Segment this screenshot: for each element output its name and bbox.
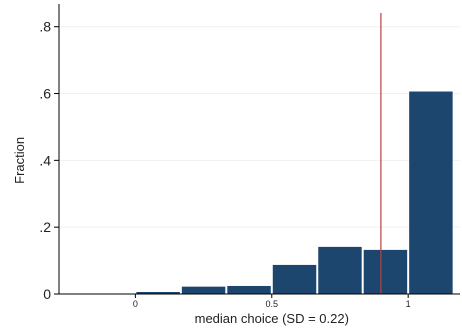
grid-lines bbox=[59, 26, 460, 228]
bar-1 bbox=[181, 286, 226, 294]
y-tick-label-2: .4 bbox=[39, 152, 51, 168]
x-tick-label-0: 0 bbox=[133, 299, 138, 309]
bar-group bbox=[136, 91, 453, 294]
x-tick-label-2: 1 bbox=[406, 299, 411, 309]
x-tick-label-1: 0.5 bbox=[266, 299, 279, 309]
y-tick-label-3: .6 bbox=[39, 86, 51, 102]
bar-2 bbox=[227, 285, 271, 294]
y-tick-label-1: .2 bbox=[39, 219, 51, 235]
axes bbox=[58, 4, 460, 295]
bar-4 bbox=[318, 246, 362, 294]
y-tick-label-4: .8 bbox=[39, 19, 51, 35]
bar-6 bbox=[409, 91, 453, 294]
x-ticks: 0 0.5 1 bbox=[133, 294, 411, 309]
bar-0 bbox=[136, 291, 180, 294]
bar-3 bbox=[272, 264, 317, 294]
y-ticks: 0 .2 .4 .6 .8 bbox=[39, 19, 59, 302]
y-axis-title: Fraction bbox=[12, 137, 27, 184]
bar-5 bbox=[363, 249, 408, 294]
y-tick-label-0: 0 bbox=[43, 286, 51, 302]
x-axis-title: median choice (SD = 0.22) bbox=[195, 311, 349, 326]
